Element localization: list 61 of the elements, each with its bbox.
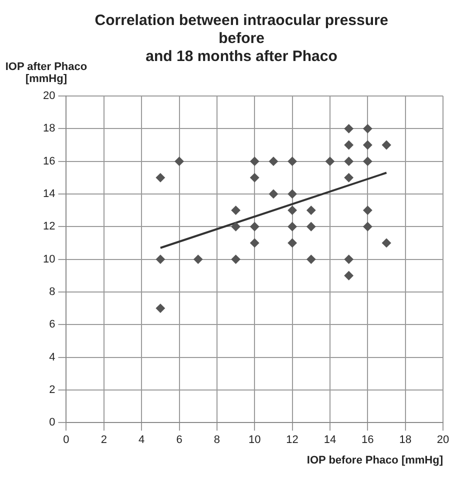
y-tick-label: 14 — [42, 188, 56, 200]
y-tick-label: 18 — [42, 122, 56, 135]
y-axis-title: IOP after Phaco [mmHg] — [5, 61, 88, 85]
point — [363, 140, 372, 150]
x-tick-label: 2 — [100, 434, 107, 446]
point — [250, 156, 260, 166]
point — [194, 254, 203, 264]
y-tick-label: 16 — [42, 155, 56, 168]
x-tick-label: 0 — [63, 434, 70, 446]
x-tick-label: 8 — [214, 434, 220, 446]
x-tick-label: 12 — [286, 434, 298, 446]
chart-title: Correlation between intraocular pressure before and 18 months after Phaco — [94, 12, 388, 66]
point — [250, 173, 260, 182]
point — [288, 156, 297, 166]
point — [231, 222, 240, 232]
point — [382, 140, 391, 150]
point — [231, 206, 240, 215]
x-tick-label: 4 — [138, 434, 145, 446]
point — [268, 156, 278, 166]
x-axis-title: IOP before Phaco [mmHg] — [306, 454, 444, 466]
point — [231, 254, 240, 264]
point — [306, 206, 316, 215]
point — [288, 222, 297, 232]
point — [174, 156, 184, 166]
point — [344, 254, 354, 264]
x-tick-label: 16 — [362, 434, 374, 446]
point — [156, 173, 165, 182]
point — [250, 238, 260, 248]
x-tick-label: 10 — [248, 434, 261, 446]
y-tick-label: 20 — [42, 90, 56, 102]
point — [288, 206, 297, 215]
point — [363, 206, 372, 215]
y-tick-label: 0 — [49, 416, 56, 429]
point — [306, 222, 316, 232]
point — [344, 124, 354, 134]
y-tick-label: 10 — [42, 253, 56, 266]
y-tick-label: 8 — [49, 286, 56, 298]
y-tick-label: 4 — [49, 351, 56, 364]
point — [344, 140, 354, 150]
x-tick-label: 18 — [399, 434, 412, 446]
x-tick-label: 6 — [176, 434, 182, 446]
point — [156, 304, 165, 313]
point — [344, 156, 354, 166]
x-tick-label: 20 — [436, 434, 450, 446]
point — [344, 173, 354, 182]
point — [363, 156, 372, 166]
point — [156, 254, 165, 264]
point — [250, 222, 260, 232]
x-tick-label: 14 — [324, 434, 336, 446]
point — [268, 189, 278, 198]
point — [344, 271, 354, 280]
y-tick-label: 6 — [49, 318, 56, 331]
y-tick-label: 2 — [49, 384, 56, 396]
point — [288, 238, 297, 248]
y-tick-label: 12 — [42, 220, 56, 233]
point — [306, 254, 316, 264]
point — [382, 238, 391, 248]
point — [363, 222, 372, 232]
point — [325, 156, 334, 166]
point — [288, 189, 297, 198]
point — [363, 124, 372, 134]
